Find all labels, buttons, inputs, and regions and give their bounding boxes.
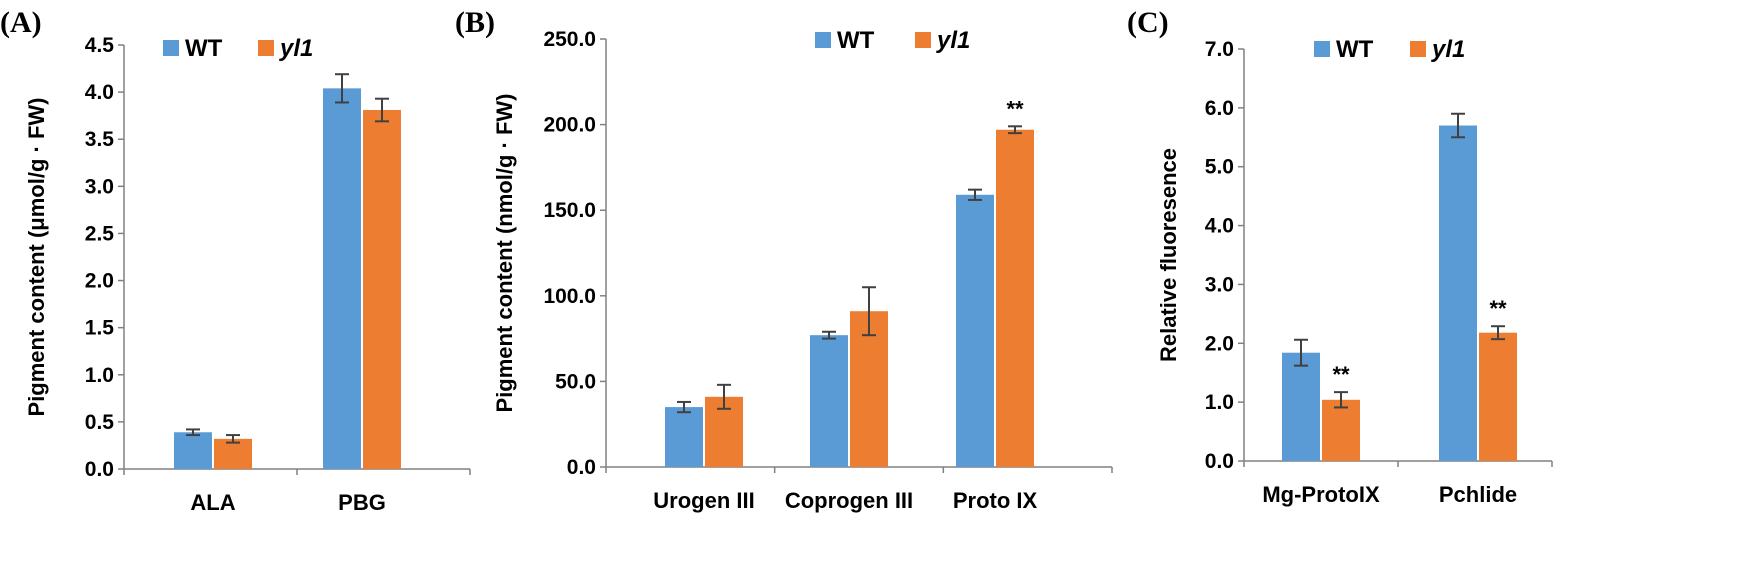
y-tick-label: 1.0	[85, 364, 114, 387]
legend-label-WT: WT	[837, 27, 875, 54]
x-tick-label: Pchlide	[1439, 482, 1517, 507]
significance-mark: **	[1006, 96, 1024, 121]
significance-mark: **	[1489, 296, 1507, 321]
legend-swatch-yl1	[915, 32, 931, 48]
y-tick-label: 3.0	[85, 175, 114, 198]
y-tick-label: 3.0	[1205, 273, 1234, 296]
y-tick-label: 2.0	[85, 270, 114, 293]
bar-WT-ala	[174, 432, 212, 469]
y-tick-label: 1.0	[1205, 391, 1234, 414]
y-axis-label: Relative fluoresence	[1156, 148, 1181, 362]
legend-swatch-WT	[815, 32, 831, 48]
y-tick-label: 200.0	[543, 114, 596, 137]
y-tick-label: 7.0	[1205, 38, 1234, 61]
bar-WT-pbg	[323, 88, 361, 469]
bar-WT-pchlide	[1439, 125, 1477, 461]
legend-label-yl1: yl1	[936, 27, 970, 54]
panel-label: (C)	[1127, 6, 1169, 39]
y-tick-label: 4.0	[1205, 215, 1234, 238]
panel-label: (A)	[0, 6, 42, 39]
y-tick-label: 1.5	[85, 317, 115, 340]
x-tick-label: PBG	[338, 490, 386, 515]
bar-WT-coprogen-iii	[810, 335, 848, 467]
y-tick-label: 150.0	[543, 199, 596, 222]
y-tick-label: 4.0	[85, 81, 114, 104]
y-tick-label: 2.0	[1205, 332, 1234, 355]
y-tick-label: 250.0	[543, 28, 596, 51]
x-tick-label: Proto IX	[953, 488, 1038, 513]
x-tick-label: Mg-ProtoIX	[1262, 482, 1380, 507]
y-tick-label: 6.0	[1205, 97, 1234, 120]
legend-swatch-WT	[163, 40, 179, 56]
legend-swatch-WT	[1314, 41, 1330, 57]
legend-label-WT: WT	[185, 35, 223, 62]
bar-WT-proto-ix	[956, 194, 994, 468]
bar-yl1-pchlide	[1479, 332, 1517, 461]
bar-yl1-ala	[214, 438, 252, 469]
y-tick-label: 0.0	[567, 456, 596, 479]
bar-yl1-mg-protoix	[1322, 399, 1360, 461]
y-tick-label: 0.0	[85, 458, 114, 481]
bar-WT-urogen-iii	[665, 407, 703, 467]
significance-mark: **	[1332, 362, 1350, 387]
y-tick-label: 0.5	[85, 411, 115, 434]
y-axis-label: Pigment content (nmol/g · FW)	[492, 94, 517, 413]
y-tick-label: 2.5	[85, 222, 115, 245]
legend-swatch-yl1	[258, 40, 274, 56]
y-tick-label: 3.5	[85, 128, 115, 151]
legend-label-yl1: yl1	[279, 35, 313, 62]
legend-label-WT: WT	[1336, 36, 1374, 63]
bar-yl1-proto-ix	[996, 129, 1034, 467]
panel-label: (B)	[455, 6, 495, 39]
bar-yl1-coprogen-iii	[850, 311, 888, 467]
x-tick-label: ALA	[190, 490, 235, 515]
y-tick-label: 100.0	[543, 285, 596, 308]
bar-yl1-pbg	[363, 110, 401, 469]
x-tick-label: Urogen III	[653, 488, 754, 513]
y-tick-label: 50.0	[555, 370, 596, 393]
y-tick-label: 5.0	[1205, 156, 1234, 179]
legend-label-yl1: yl1	[1431, 36, 1465, 63]
y-axis-label: Pigment content (μmol/g · FW)	[24, 98, 49, 417]
x-tick-label: Coprogen III	[785, 488, 913, 513]
bar-WT-mg-protoix	[1282, 352, 1320, 461]
legend-swatch-yl1	[1410, 41, 1426, 57]
y-tick-label: 4.5	[85, 34, 115, 57]
y-tick-label: 0.0	[1205, 450, 1234, 473]
